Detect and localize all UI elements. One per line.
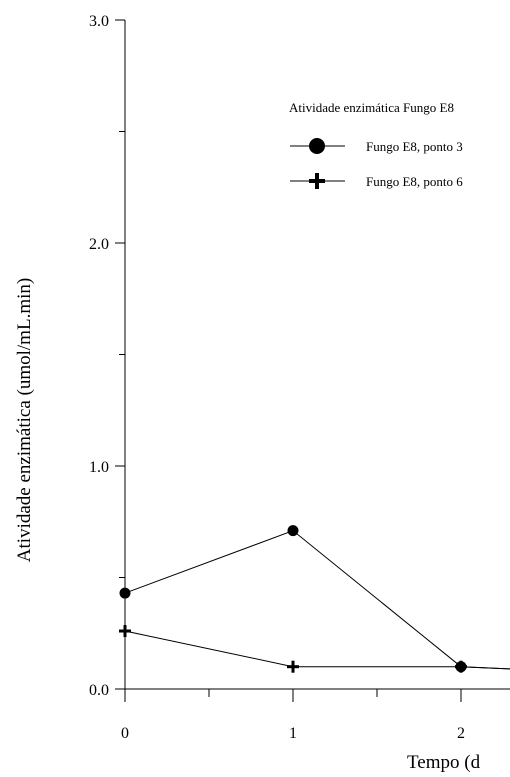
x-axis-label: Tempo (d: [407, 752, 481, 773]
x-tick-label: 0: [121, 725, 129, 742]
series-2-point: [119, 625, 131, 638]
series-1-point: [119, 587, 131, 599]
series-2-point: [455, 660, 467, 673]
series-markers: [119, 525, 467, 673]
y-tick-label: 1.0: [89, 459, 109, 476]
ticks: 0.0 1.0 2.0 3.0 0 1 2: [89, 13, 465, 742]
plus-v-bar: [291, 660, 295, 673]
legend-label: Fungo E8, ponto 6: [366, 174, 463, 189]
series-line-2: [124, 630, 510, 670]
plus-v-bar: [315, 173, 319, 189]
y-tick-label: 2.0: [89, 236, 109, 253]
series-2-point: [287, 660, 299, 673]
legend-marker: [309, 173, 325, 189]
series-line-1: [124, 530, 510, 670]
axes: [124, 20, 510, 690]
y-tick-label: 3.0: [89, 13, 109, 30]
legend: Atividade enzimática Fungo E8 Fungo E8, …: [289, 100, 463, 189]
legend-marker: [309, 138, 325, 154]
x-tick-label: 1: [289, 725, 297, 742]
x-tick-label: 2: [457, 725, 465, 742]
legend-title: Atividade enzimática Fungo E8: [289, 100, 454, 115]
legend-label: Fungo E8, ponto 3: [366, 139, 463, 154]
plus-v-bar: [459, 660, 463, 673]
series-lines: [124, 530, 510, 670]
plus-v-bar: [123, 625, 127, 638]
y-tick-label: 0.0: [89, 682, 109, 699]
series-1-point: [287, 525, 299, 537]
y-axis-label: Atividade enzimática (umol/mL.min): [14, 278, 35, 562]
